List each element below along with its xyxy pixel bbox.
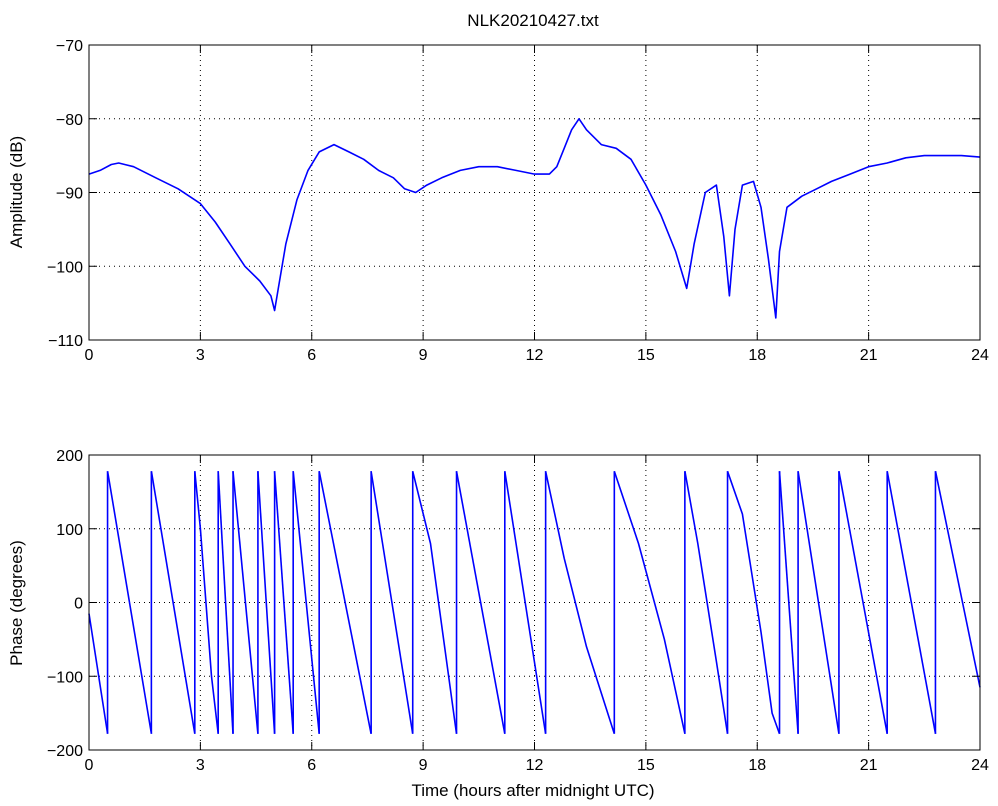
series-line-segment — [455, 471, 506, 734]
x-tick-label: 3 — [196, 347, 205, 364]
phase-grid — [89, 455, 980, 750]
series-line-segment — [194, 471, 219, 734]
series-line-segment — [370, 471, 414, 734]
series-line-segment — [838, 471, 888, 734]
series-line-segment — [504, 471, 547, 734]
phase-xlabel: Time (hours after midnight UTC) — [411, 781, 654, 800]
series-line-segment — [217, 471, 234, 734]
x-tick-label: 12 — [526, 347, 544, 364]
x-tick-label: 18 — [748, 757, 766, 774]
y-tick-label: −100 — [47, 259, 83, 276]
x-tick-label: 15 — [637, 757, 655, 774]
series-line-segment — [797, 471, 840, 734]
x-tick-label: 24 — [971, 347, 989, 364]
x-tick-label: 6 — [307, 757, 316, 774]
y-tick-label: −100 — [47, 669, 83, 686]
series-line-segment — [886, 471, 937, 734]
series-line-segment — [292, 471, 320, 734]
amplitude-grid — [89, 45, 980, 340]
series-line-segment — [934, 471, 981, 688]
series-line-segment — [88, 118, 981, 319]
y-tick-label: −80 — [56, 112, 83, 129]
series-line-segment — [273, 471, 294, 734]
phase-ylabel: Phase (degrees) — [7, 540, 26, 666]
phase-ticks: 0 3 6 9 12 15 18 21 24 −200 −100 0 100 200 — [47, 448, 989, 774]
series-line-segment — [778, 471, 799, 734]
y-tick-label: −70 — [56, 38, 83, 55]
x-tick-label: 9 — [419, 757, 428, 774]
amplitude-panel: NLK20210427.txt Amplitude (dB) 0 3 6 9 12 15 1… — [7, 11, 989, 364]
x-tick-label: 18 — [748, 347, 766, 364]
series-line-segment — [150, 471, 196, 734]
series-line-segment — [257, 471, 276, 734]
y-tick-label: −200 — [47, 743, 83, 760]
x-tick-label: 3 — [196, 757, 205, 774]
x-tick-label: 9 — [419, 347, 428, 364]
y-tick-label: 0 — [74, 596, 83, 613]
x-tick-label: 6 — [307, 347, 316, 364]
series-line-segment — [106, 471, 153, 734]
series-line-segment — [411, 471, 458, 734]
amplitude-series — [88, 118, 981, 319]
x-tick-label: 0 — [85, 757, 94, 774]
y-tick-label: 200 — [56, 448, 83, 465]
series-line-segment — [613, 470, 686, 734]
y-tick-label: 100 — [56, 522, 83, 539]
phase-series — [88, 470, 981, 735]
amplitude-title: NLK20210427.txt — [467, 11, 599, 30]
x-tick-label: 24 — [971, 757, 989, 774]
x-tick-label: 12 — [526, 757, 544, 774]
x-tick-label: 0 — [85, 347, 94, 364]
x-tick-label: 21 — [860, 347, 878, 364]
series-line-segment — [684, 471, 729, 734]
amplitude-ylabel: Amplitude (dB) — [7, 136, 26, 248]
series-line-segment — [318, 471, 372, 734]
series-line-segment — [726, 470, 781, 735]
x-tick-label: 21 — [860, 757, 878, 774]
amplitude-ticks: 0 3 6 9 12 15 18 21 24 −110 −100 −90 −80 −70 — [47, 38, 989, 364]
phase-panel: Phase (degrees) Time (hours after midnig… — [7, 448, 989, 800]
series-line-segment — [88, 613, 109, 734]
x-tick-label: 15 — [637, 347, 655, 364]
y-tick-label: −110 — [48, 333, 83, 350]
y-tick-label: −90 — [56, 186, 83, 203]
series-line-segment — [544, 471, 616, 735]
series-line-segment — [232, 471, 259, 734]
